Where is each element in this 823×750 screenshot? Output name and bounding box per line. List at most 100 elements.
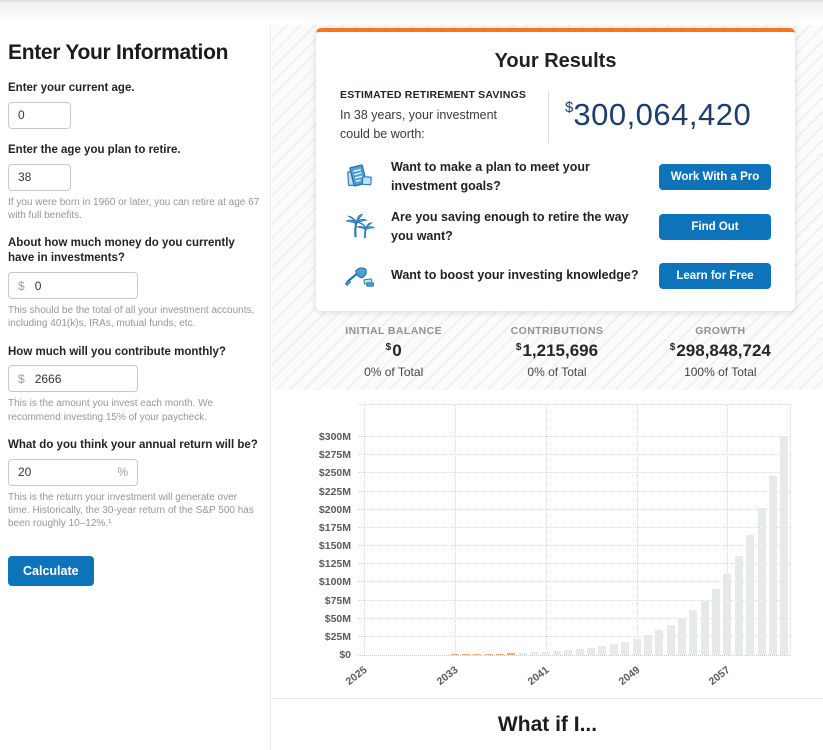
field-retire-age: Enter the age you plan to retire. 38 If …: [8, 143, 260, 222]
grid-line-h: [358, 508, 790, 510]
x-axis-label: 2057: [707, 664, 733, 688]
find-out-button[interactable]: Find Out: [659, 214, 771, 240]
stat-label: GROWTH: [695, 325, 746, 337]
input-value: 20: [18, 465, 32, 480]
chart-bar[interactable]: [496, 654, 505, 655]
field-label: How much will you contribute monthly?: [8, 345, 226, 358]
grid-line-h: [358, 617, 790, 619]
plan-papers-icon: [347, 163, 372, 186]
grid-line-h: [358, 563, 790, 565]
chart-bar[interactable]: [666, 625, 675, 655]
y-axis-label: $75M: [324, 594, 351, 607]
chart-bar[interactable]: [632, 639, 641, 655]
amount-value: 300,064,420: [573, 97, 752, 132]
field-label: What do you think your annual return wil…: [8, 438, 258, 451]
chart-bar[interactable]: [768, 476, 777, 655]
chart-bar[interactable]: [552, 651, 561, 655]
growth-chart: $300M $275M $250M $225M $200M $175M $150M $125M…: [272, 390, 823, 698]
field-helper: This should be the total of all your inv…: [8, 305, 255, 330]
cta-text: Want to boost your investing knowledge?: [391, 268, 639, 283]
results-card: Your Results ESTIMATED RETIREMENT SAVING…: [316, 28, 795, 311]
cta-text: Are you saving enough to retire the way …: [391, 210, 629, 243]
dollar-sign: $: [385, 342, 392, 353]
grid-line-h: [358, 526, 790, 528]
savings-amount: $ 300,064,420: [565, 89, 771, 145]
field-helper: This is the return your investment will …: [8, 491, 254, 530]
chart-bar[interactable]: [689, 610, 698, 655]
field-current-age: Enter your current age. 0: [8, 81, 260, 129]
monthly-contribution-input[interactable]: $ 2666: [8, 365, 138, 393]
current-age-input[interactable]: 0: [8, 101, 71, 129]
chart-bar[interactable]: [575, 649, 584, 655]
y-axis-label: $175M: [318, 521, 351, 534]
cta-row-find-out: Are you saving enough to retire the way …: [340, 208, 771, 246]
grid-line-v: [545, 405, 547, 655]
stat-value: 0: [392, 341, 402, 360]
chart-bar[interactable]: [530, 652, 539, 655]
chart-bar[interactable]: [746, 535, 755, 655]
chart-bar[interactable]: [609, 644, 618, 655]
grid-line-h: [358, 454, 790, 456]
current-investments-input[interactable]: $ 0: [8, 272, 138, 300]
y-axis-label: $300M: [318, 431, 351, 443]
chart-bar[interactable]: [587, 648, 596, 655]
chart-bar[interactable]: [678, 618, 686, 655]
y-axis-label: $50M: [324, 612, 351, 625]
input-value: 38: [18, 170, 32, 185]
results-panel: Your Results ESTIMATED RETIREMENT SAVING…: [272, 25, 823, 750]
grid-line-h: [358, 581, 790, 583]
chart-bar[interactable]: [564, 650, 573, 655]
x-axis-label: 2033: [434, 664, 461, 688]
chart-bar[interactable]: [473, 654, 482, 655]
savings-subtext: In 38 years, your investment could be wo…: [340, 108, 498, 142]
dollar-prefix: $: [18, 371, 25, 386]
grid-line-v: [636, 405, 638, 655]
grid-line-h: [358, 490, 790, 492]
chart-bar[interactable]: [780, 437, 789, 655]
chart-bar[interactable]: [462, 654, 470, 655]
percent-suffix: %: [117, 465, 128, 480]
chart-bar[interactable]: [507, 653, 516, 655]
stat-initial-balance: INITIAL BALANCE $0 0% of Total: [312, 325, 475, 379]
cta-row-work-with-pro: Want to make a plan to meet your investm…: [340, 158, 771, 196]
stat-value: 298,848,724: [676, 341, 771, 360]
chart-bar[interactable]: [734, 556, 743, 655]
grid-line-h: [358, 545, 790, 546]
x-axis-label: 2025: [343, 664, 370, 688]
chart-bar[interactable]: [723, 574, 732, 655]
chart-bar[interactable]: [598, 646, 607, 655]
dollar-prefix: $: [18, 278, 25, 293]
retire-age-input[interactable]: 38: [8, 163, 71, 191]
field-monthly-contribution: How much will you contribute monthly? $ …: [8, 345, 260, 424]
top-header-band: [0, 0, 823, 25]
x-axis-label: 2049: [616, 664, 642, 688]
stat-share: 0% of Total: [527, 365, 587, 379]
field-label: About how much money do you currently ha…: [8, 237, 235, 265]
x-axis-label: 2041: [525, 664, 551, 688]
chart-bar[interactable]: [518, 653, 527, 655]
chart-plot-area[interactable]: $300M $275M $250M $225M $200M $175M $150M $125M…: [319, 404, 791, 688]
chart-bar[interactable]: [541, 652, 550, 655]
chart-bar[interactable]: [700, 601, 709, 655]
palm-trees-icon: [345, 213, 376, 239]
chart-bar[interactable]: [757, 508, 766, 655]
dollar-sign: $: [565, 99, 574, 116]
calculate-button[interactable]: Calculate: [8, 556, 94, 587]
chart-bar[interactable]: [655, 630, 664, 655]
chart-bar[interactable]: [621, 642, 630, 655]
y-axis-label: $125M: [318, 558, 351, 571]
chart-bar[interactable]: [484, 654, 493, 655]
annual-return-input[interactable]: 20 %: [8, 458, 138, 486]
field-current-investments: About how much money do you currently ha…: [8, 236, 260, 330]
work-with-a-pro-button[interactable]: Work With a Pro: [659, 163, 771, 190]
savings-label: ESTIMATED RETIREMENT SAVINGS: [340, 89, 527, 101]
totals-row: INITIAL BALANCE $0 0% of Total CONTRIBUT…: [312, 325, 802, 379]
what-if-heading: What if I...: [497, 713, 598, 736]
stat-contributions: CONTRIBUTIONS $1,215,696 0% of Total: [475, 325, 638, 379]
chart-bar[interactable]: [712, 589, 721, 655]
chart-bar[interactable]: [643, 635, 652, 655]
chart-bar[interactable]: [450, 654, 459, 655]
stat-share: 100% of Total: [684, 365, 757, 379]
field-helper: If you were born in 1960 or later, you c…: [8, 196, 260, 222]
learn-for-free-button[interactable]: Learn for Free: [659, 262, 771, 289]
